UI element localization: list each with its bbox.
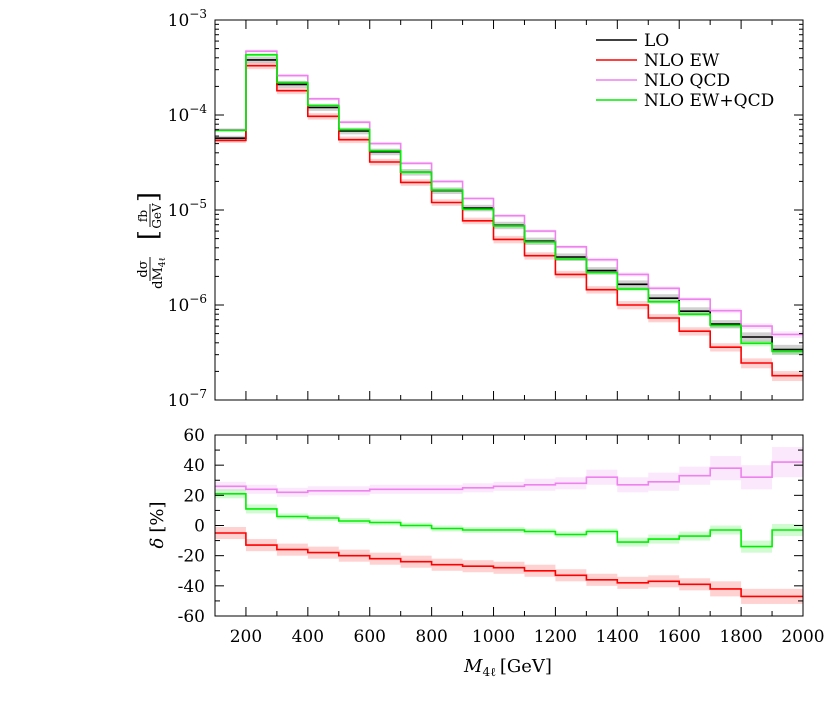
top-series-nlo-ew-qcd <box>215 54 803 353</box>
top-y-tick-label: 10−6 <box>168 292 207 316</box>
x-tick-label: 400 <box>292 627 324 647</box>
top-panel-series <box>215 50 803 377</box>
x-tick-label: 800 <box>415 627 447 647</box>
axis-ticks <box>215 19 803 617</box>
top-y-axis-label: dσ dM4ℓ [ fb GeV ] <box>134 192 168 289</box>
top-series-nlo-qcd <box>215 50 803 336</box>
legend-label-nlo-ew-qcd: NLO EW+QCD <box>644 91 774 111</box>
x-tick-labels: 200 400 600 800 1000 1200 1400 1600 1800 2000 <box>230 627 825 647</box>
legend-label-nlo-qcd: NLO QCD <box>644 71 730 91</box>
legend-label-lo: LO <box>644 31 669 51</box>
ylabel-unit-denominator: GeV <box>150 203 164 229</box>
top-y-tick-label: 10−4 <box>168 102 208 126</box>
ylabel-bracket-open: [ <box>134 230 164 240</box>
ratio-y-tick-label: 0 <box>194 517 205 537</box>
x-tick-label: 1000 <box>472 627 515 647</box>
ratio-y-tick-labels: 60 40 20 0 -20 -40 -60 <box>178 426 205 627</box>
ratio-y-tick-label: -60 <box>178 607 205 627</box>
ratio-y-axis-label: δ[%] <box>147 502 168 549</box>
x-tick-label: 1800 <box>719 627 762 647</box>
top-y-tick-label: 10−3 <box>168 7 207 31</box>
legend-label-nlo-ew: NLO EW <box>644 51 720 71</box>
top-y-tick-label: 10−5 <box>168 197 207 221</box>
x-tick-label: 1400 <box>596 627 639 647</box>
ratio-y-tick-label: -40 <box>178 577 205 597</box>
ylabel-bracket-close: ] <box>134 192 164 202</box>
ratio-y-tick-label: 20 <box>183 486 205 506</box>
ylabel-unit-numerator: fb <box>136 210 150 222</box>
x-tick-label: 1200 <box>534 627 577 647</box>
ratio-y-tick-label: 60 <box>183 426 205 446</box>
x-axis-label: M4ℓ [GeV] <box>463 656 552 679</box>
x-tick-label: 200 <box>230 627 262 647</box>
ratio-panel-series <box>215 461 803 598</box>
ratio-series-nlo-qcd <box>215 461 803 494</box>
ratio-series-nlo-ew-qcd <box>215 493 803 548</box>
ratio-series-nlo-ew <box>215 532 803 598</box>
top-y-tick-label: 10−7 <box>168 387 207 411</box>
x-tick-label: 2000 <box>781 627 824 647</box>
ylabel-denominator: dM4ℓ <box>151 257 168 289</box>
top-y-tick-labels: 10−3 10−4 10−5 10−6 10−7 <box>168 7 208 411</box>
ylabel-numerator: dσ <box>136 260 151 277</box>
ratio-panel-uncertainty-bands <box>215 447 803 604</box>
ratio-y-tick-label: 40 <box>183 456 205 476</box>
top-series-nlo-ew <box>215 64 803 377</box>
x-tick-label: 600 <box>354 627 386 647</box>
ratio-y-tick-label: -20 <box>178 547 205 567</box>
x-tick-label: 1600 <box>658 627 701 647</box>
